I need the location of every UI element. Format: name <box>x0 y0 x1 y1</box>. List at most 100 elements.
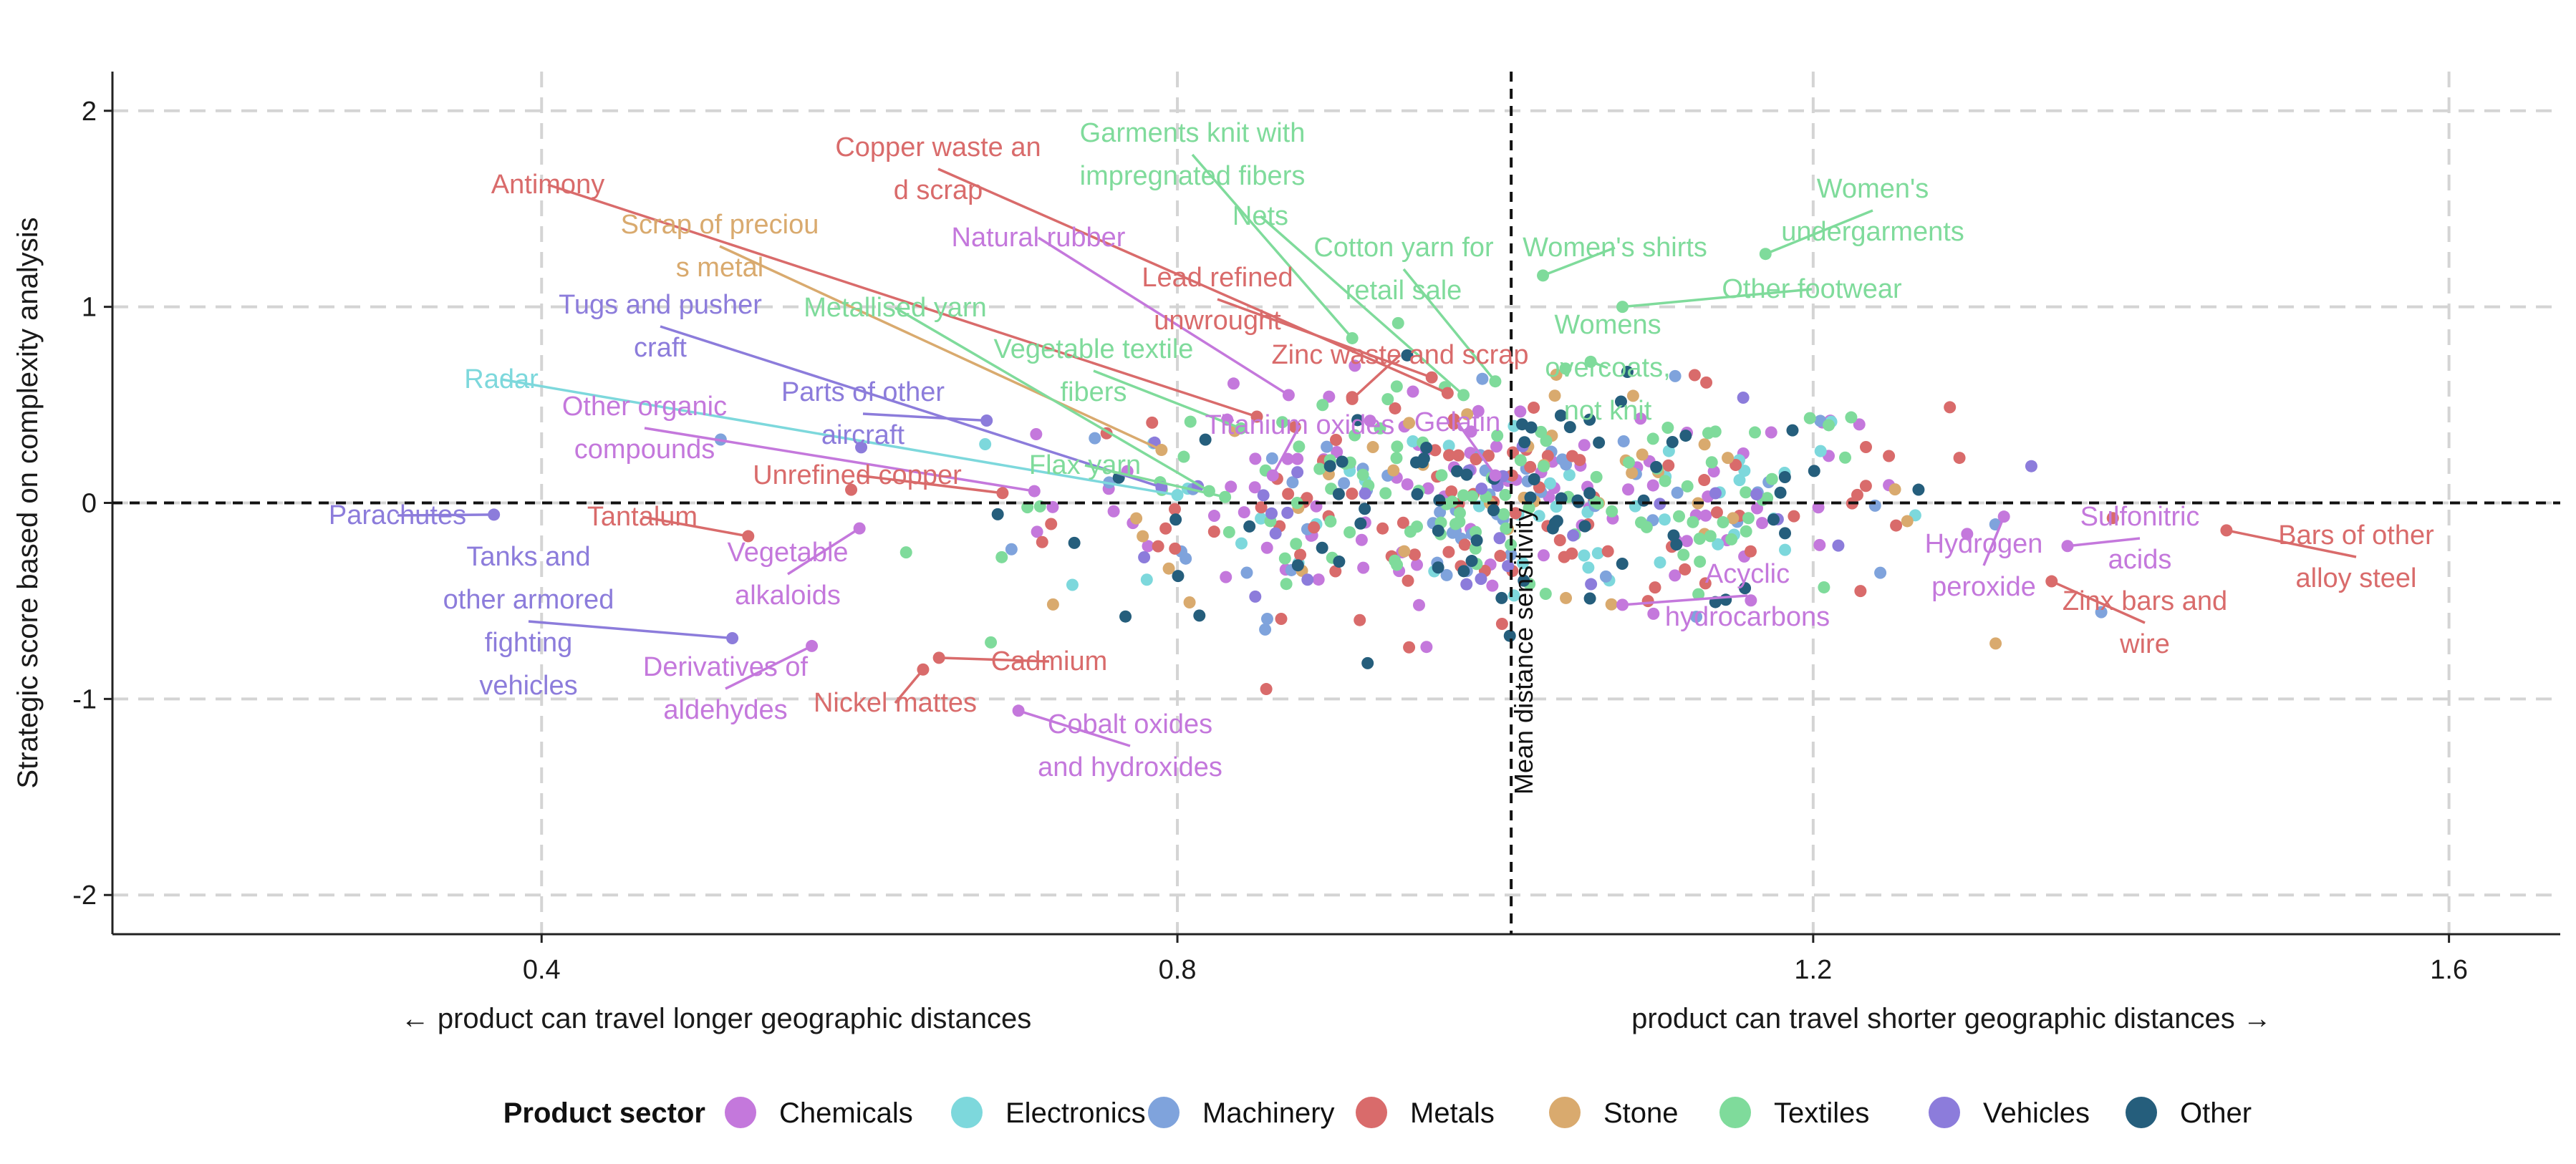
point-textiles <box>1278 552 1291 565</box>
point-label: Sulfonitric acids <box>2080 502 2200 575</box>
point-chemicals <box>1420 641 1433 654</box>
point-textiles <box>1356 468 1369 481</box>
labeled-point <box>917 663 930 676</box>
point-textiles <box>1391 316 1404 329</box>
point-metals <box>1482 449 1495 462</box>
point-stone <box>1698 438 1711 451</box>
point-machinery <box>1671 486 1684 499</box>
point-stone <box>1461 408 1474 421</box>
point-machinery <box>1690 611 1703 624</box>
point-stone <box>1137 530 1149 543</box>
point-other <box>1786 424 1799 437</box>
point-vehicles <box>1585 578 1598 591</box>
point-textiles <box>1725 533 1738 545</box>
point-machinery <box>1440 568 1453 581</box>
point-vehicles <box>855 441 868 454</box>
point-textiles <box>1677 548 1690 561</box>
point-chemicals <box>1031 525 1043 538</box>
point-label: Tugs and pusher craft <box>559 290 762 363</box>
point-label: Gelatin <box>1414 407 1500 437</box>
point-vehicles <box>1832 539 1845 552</box>
point-stone <box>1366 441 1379 454</box>
label-connector <box>547 183 1258 418</box>
point-other <box>1323 460 1336 472</box>
point-other <box>1563 421 1576 434</box>
point-other <box>1495 591 1508 604</box>
point-textiles <box>1765 472 1778 485</box>
label-connector <box>1982 516 2005 566</box>
point-metals <box>1445 485 1458 498</box>
point-vehicles <box>2025 460 2037 472</box>
point-machinery <box>1240 566 1253 579</box>
point-other <box>1808 465 1820 477</box>
point-metals <box>1045 518 1058 530</box>
point-metals <box>1788 510 1800 523</box>
point-label: Vegetable textile fibers <box>994 334 1194 407</box>
point-metals <box>1346 488 1359 500</box>
point-chemicals <box>1142 540 1154 553</box>
point-other <box>1336 455 1349 468</box>
point-metals <box>1168 503 1181 515</box>
point-metals <box>1854 585 1867 598</box>
point-textiles <box>1705 456 1718 469</box>
point-textiles <box>1313 462 1326 475</box>
point-textiles <box>1823 419 1835 432</box>
point-stone <box>1560 591 1573 604</box>
point-vehicles <box>1249 590 1262 603</box>
point-label: Copper waste an d scrap <box>835 132 1041 205</box>
point-other <box>1548 517 1561 530</box>
point-chemicals <box>1578 439 1591 452</box>
x-tick-label: 0.4 <box>523 955 561 985</box>
point-label: Cadmium <box>991 646 1108 676</box>
point-stone <box>1626 389 1639 402</box>
legend-label-metals: Metals <box>1410 1097 1495 1129</box>
point-chemicals <box>1411 558 1424 571</box>
point-other <box>1361 656 1374 669</box>
point-machinery <box>1556 453 1569 466</box>
label-connector <box>501 378 1178 497</box>
point-electronics <box>1654 556 1666 569</box>
point-metals <box>1458 538 1471 551</box>
legend-label-machinery: Machinery <box>1202 1097 1335 1129</box>
point-chemicals <box>1465 425 1477 438</box>
point-textiles <box>1280 578 1293 591</box>
point-metals <box>1408 548 1421 561</box>
point-textiles <box>1500 522 1513 535</box>
point-metals <box>1566 450 1579 462</box>
point-metals <box>1698 474 1711 487</box>
legend-label-stone: Stone <box>1603 1097 1679 1129</box>
point-label: Derivatives of aldehydes <box>643 652 809 725</box>
point-textiles <box>1702 427 1714 440</box>
point-machinery <box>1089 432 1101 445</box>
point-metals <box>1308 521 1321 534</box>
labeled-point <box>1028 485 1041 498</box>
point-textiles <box>1344 526 1356 539</box>
point-other <box>1667 529 1680 542</box>
point-other <box>1169 513 1182 526</box>
point-textiles <box>1184 415 1197 428</box>
point-metals <box>1700 376 1713 389</box>
point-textiles <box>1411 520 1424 533</box>
point-other <box>1487 504 1500 517</box>
point-label: Lead refined unwrought <box>1142 263 1293 336</box>
legend-title: Product sector <box>503 1097 705 1129</box>
point-stone <box>1403 417 1416 430</box>
point-chemicals <box>1291 452 1304 465</box>
point-metals <box>1159 522 1172 535</box>
label-connector <box>1542 246 1616 277</box>
point-metals <box>1207 525 1220 538</box>
point-textiles <box>1453 515 1466 528</box>
point-textiles <box>1291 497 1303 510</box>
point-textiles <box>1222 525 1235 538</box>
point-stone <box>1046 598 1059 611</box>
point-textiles <box>1646 432 1659 445</box>
point-stone <box>1183 596 1196 609</box>
point-metals <box>1354 613 1366 626</box>
point-other <box>1518 436 1531 449</box>
point-other <box>1416 456 1429 469</box>
point-label: Zinx bars and wire <box>2063 586 2227 659</box>
point-electronics <box>1255 512 1268 525</box>
point-label: Other organic compounds <box>562 392 727 465</box>
mean-line-label: Mean distance sensitivity <box>1509 508 1538 795</box>
label-connector <box>1402 268 1497 382</box>
